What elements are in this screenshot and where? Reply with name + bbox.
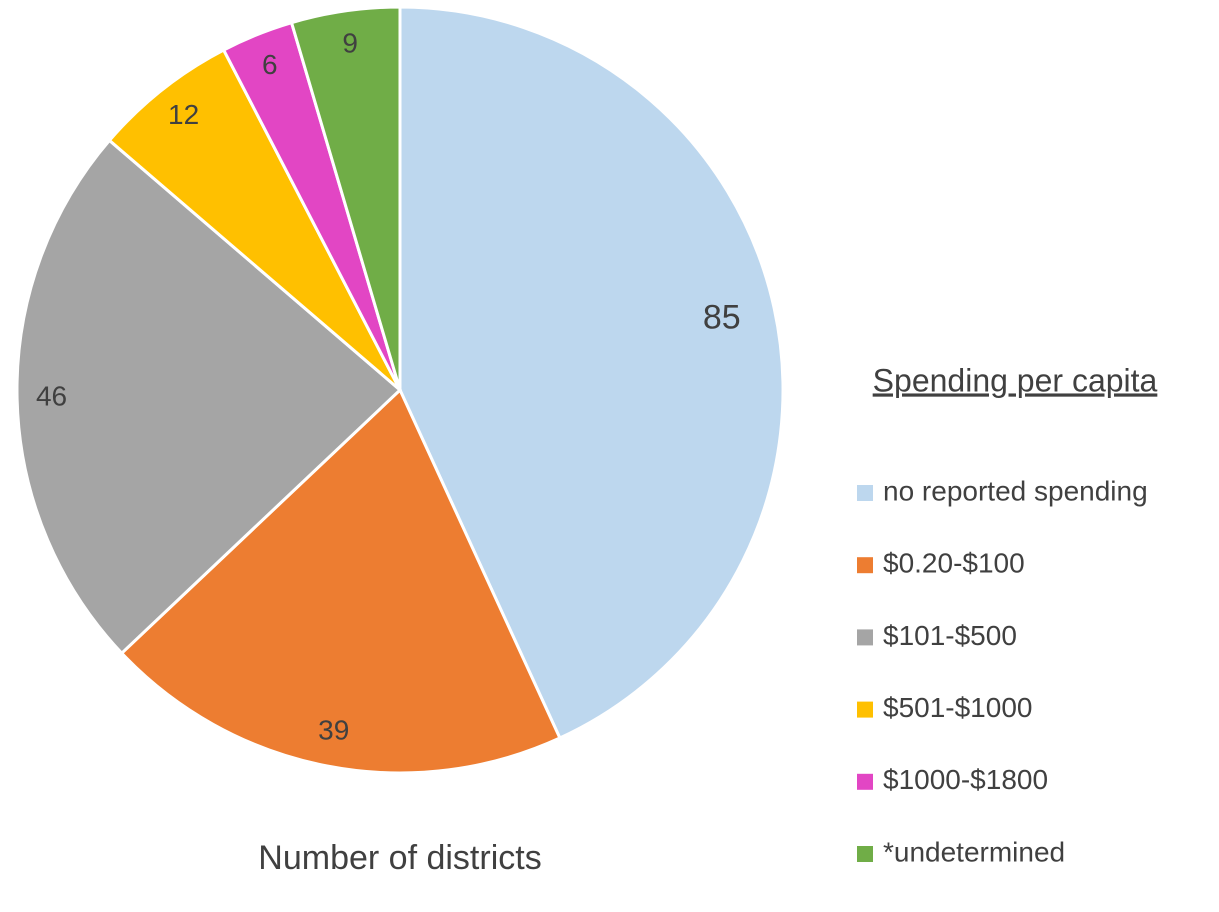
legend-swatch bbox=[857, 773, 873, 790]
pie-slice bbox=[398, 5, 785, 741]
legend-label: $101-$500 bbox=[883, 620, 1017, 651]
pie-slice bbox=[119, 387, 562, 775]
data-label: 6 bbox=[262, 49, 278, 80]
legend-swatch bbox=[857, 701, 873, 718]
legend-swatch bbox=[857, 846, 873, 862]
legend-label: $0.20-$100 bbox=[883, 548, 1025, 579]
data-label: 39 bbox=[318, 715, 349, 746]
pie-slice bbox=[107, 47, 402, 392]
legend-label: $1000-$1800 bbox=[883, 764, 1048, 795]
legend-swatch bbox=[857, 629, 873, 646]
legend-swatch bbox=[857, 485, 873, 501]
legend-label: *undetermined bbox=[883, 836, 1065, 867]
pie-slice bbox=[15, 138, 403, 656]
legend-label: no reported spending bbox=[883, 475, 1148, 506]
data-label: 85 bbox=[703, 299, 741, 337]
pie-slice bbox=[289, 5, 402, 391]
chart-title: Number of districts bbox=[258, 839, 541, 877]
data-label: 46 bbox=[36, 381, 67, 412]
legend-label: $501-$1000 bbox=[883, 692, 1032, 723]
data-label: 12 bbox=[168, 99, 199, 130]
legend-swatch bbox=[857, 557, 873, 574]
legend-title: Spending per capita bbox=[873, 362, 1158, 398]
data-label: 9 bbox=[342, 27, 358, 58]
